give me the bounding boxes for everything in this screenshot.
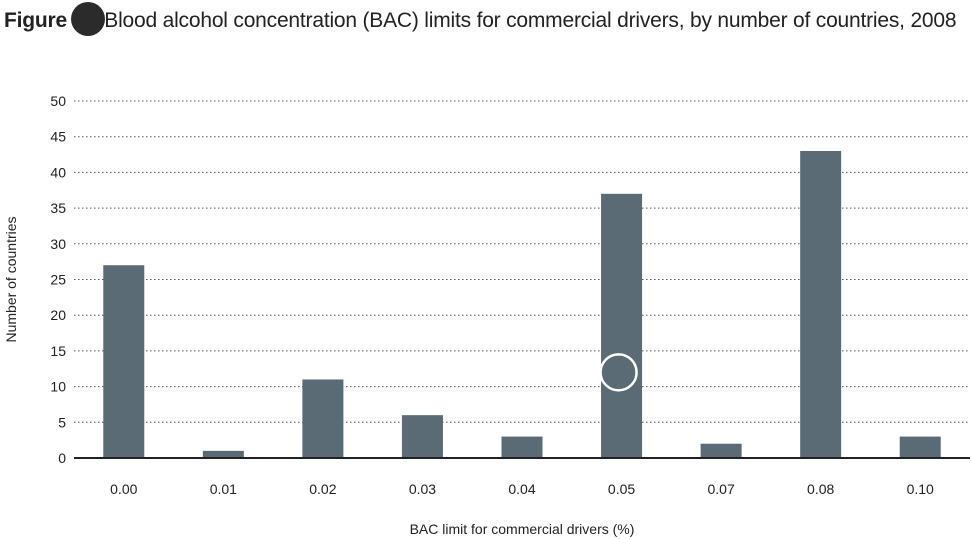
x-tick-label: 0.05 [608,481,635,497]
figure-label: Figure [4,9,67,32]
bar [501,436,543,458]
x-tick-label: 0.02 [309,481,336,497]
title-text: Blood alcohol concentration (BAC) limits… [104,9,957,32]
y-tick-label: 35 [50,200,66,216]
y-tick-label: 15 [50,343,66,359]
x-tick-label: 0.03 [409,481,436,497]
bar [302,379,344,458]
figure-number-marker [70,2,105,36]
x-tick-label: 0.00 [110,481,137,497]
x-tick-label: 0.10 [907,481,934,497]
bars [103,150,941,459]
x-axis-ticks: 0.00 0.01 0.02 0.03 0.04 0.05 0.07 0.08 0.10 [110,481,934,497]
bar [601,193,643,458]
x-tick-label: 0.08 [807,481,834,497]
y-tick-label: 20 [50,307,66,323]
y-tick-label: 40 [50,164,66,180]
y-axis-ticks: 0 5 10 15 20 25 30 35 40 45 50 [50,93,66,466]
bar [899,436,941,458]
cursor-circle-marker [599,353,638,392]
chart-title: Figure Blood alcohol concentration (BAC)… [4,2,964,36]
x-axis-label: BAC limit for commercial drivers (%) [410,521,635,537]
bar [401,415,443,458]
bar [700,443,742,458]
y-axis-label: Number of countries [3,216,19,342]
y-tick-label: 0 [58,450,66,466]
y-tick-label: 45 [50,129,66,145]
y-tick-label: 5 [58,414,66,430]
y-tick-label: 25 [50,272,66,288]
bar [800,150,842,459]
x-tick-label: 0.01 [210,481,237,497]
bar [202,450,244,458]
gridlines [74,100,970,423]
y-tick-label: 10 [50,379,66,395]
bar [103,265,145,458]
x-tick-label: 0.04 [508,481,535,497]
y-tick-label: 30 [50,236,66,252]
x-tick-label: 0.07 [707,481,734,497]
y-tick-label: 50 [50,93,66,109]
